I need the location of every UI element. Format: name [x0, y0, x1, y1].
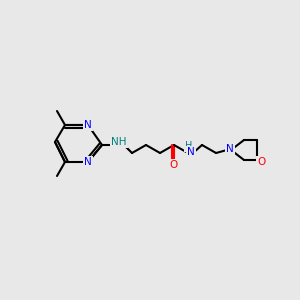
Text: N: N: [187, 147, 195, 157]
Text: N: N: [84, 157, 92, 167]
Text: N: N: [226, 144, 234, 154]
Text: O: O: [170, 160, 178, 170]
Text: N: N: [84, 120, 92, 130]
Text: O: O: [257, 157, 265, 167]
Text: H: H: [185, 141, 193, 151]
Text: NH: NH: [111, 137, 127, 147]
